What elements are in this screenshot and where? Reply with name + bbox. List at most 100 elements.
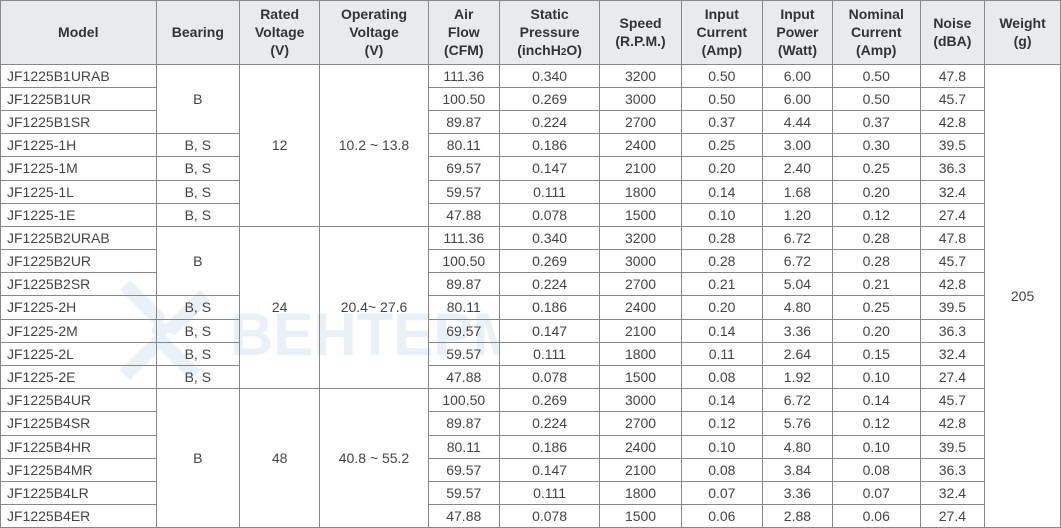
cell-in_cur: 0.50 <box>681 64 762 87</box>
cell-airflow: 80.11 <box>428 134 499 157</box>
cell-noise: 36.3 <box>920 157 984 180</box>
cell-model: JF1225B4ER <box>1 505 157 528</box>
header-row: Model Bearing RatedVoltage(V) OperatingV… <box>1 1 1061 65</box>
table-row: JF1225-1EB, S47.880.07815000.101.200.122… <box>1 203 1061 226</box>
cell-noise: 45.7 <box>920 250 984 273</box>
cell-bearing: B, S <box>156 342 240 365</box>
cell-nom_cur: 0.21 <box>832 273 920 296</box>
cell-in_cur: 0.10 <box>681 435 762 458</box>
cell-model: JF1225B4HR <box>1 435 157 458</box>
col-static-pressure: StaticPressure(inchH2O) <box>499 1 600 65</box>
cell-in_cur: 0.14 <box>681 180 762 203</box>
cell-airflow: 47.88 <box>428 505 499 528</box>
cell-noise: 45.7 <box>920 87 984 110</box>
cell-in_pow: 2.64 <box>763 342 833 365</box>
table-row: JF1225B4URB4840.8 ~ 55.2100.500.26930000… <box>1 389 1061 412</box>
cell-in_cur: 0.12 <box>681 412 762 435</box>
cell-static: 0.269 <box>499 250 600 273</box>
cell-nom_cur: 0.25 <box>832 157 920 180</box>
cell-speed: 1800 <box>600 180 681 203</box>
cell-in_cur: 0.20 <box>681 157 762 180</box>
cell-speed: 2700 <box>600 412 681 435</box>
cell-speed: 3200 <box>600 64 681 87</box>
cell-static: 0.340 <box>499 226 600 249</box>
cell-airflow: 69.57 <box>428 157 499 180</box>
cell-in_pow: 2.88 <box>763 505 833 528</box>
cell-noise: 36.3 <box>920 319 984 342</box>
cell-speed: 1500 <box>600 366 681 389</box>
cell-static: 0.269 <box>499 389 600 412</box>
cell-static: 0.111 <box>499 481 600 504</box>
cell-model: JF1225B4SR <box>1 412 157 435</box>
cell-rated-voltage: 24 <box>240 226 320 388</box>
cell-static: 0.224 <box>499 273 600 296</box>
cell-in_pow: 4.80 <box>763 435 833 458</box>
cell-in_cur: 0.25 <box>681 134 762 157</box>
cell-model: JF1225B4MR <box>1 458 157 481</box>
cell-bearing: B, S <box>156 157 240 180</box>
cell-model: JF1225-2L <box>1 342 157 365</box>
cell-model: JF1225B1UR <box>1 87 157 110</box>
cell-static: 0.111 <box>499 180 600 203</box>
cell-bearing: B, S <box>156 134 240 157</box>
cell-in_cur: 0.50 <box>681 87 762 110</box>
cell-in_pow: 6.00 <box>763 87 833 110</box>
cell-model: JF1225B4LR <box>1 481 157 504</box>
cell-bearing: B, S <box>156 203 240 226</box>
cell-rated-voltage: 12 <box>240 64 320 226</box>
cell-nom_cur: 0.50 <box>832 87 920 110</box>
cell-airflow: 47.88 <box>428 366 499 389</box>
cell-speed: 3000 <box>600 87 681 110</box>
cell-noise: 27.4 <box>920 203 984 226</box>
cell-in_pow: 1.20 <box>763 203 833 226</box>
cell-nom_cur: 0.12 <box>832 412 920 435</box>
col-air-flow: AirFlow(CFM) <box>428 1 499 65</box>
cell-in_pow: 6.72 <box>763 250 833 273</box>
cell-nom_cur: 0.10 <box>832 435 920 458</box>
col-bearing: Bearing <box>156 1 240 65</box>
cell-nom_cur: 0.08 <box>832 458 920 481</box>
cell-in_pow: 6.72 <box>763 389 833 412</box>
cell-in_pow: 6.00 <box>763 64 833 87</box>
cell-static: 0.224 <box>499 110 600 133</box>
col-input-power: InputPower(Watt) <box>763 1 833 65</box>
cell-model: JF1225-2M <box>1 319 157 342</box>
cell-in_cur: 0.14 <box>681 389 762 412</box>
cell-noise: 47.8 <box>920 64 984 87</box>
cell-speed: 3000 <box>600 389 681 412</box>
cell-airflow: 59.57 <box>428 180 499 203</box>
cell-noise: 32.4 <box>920 342 984 365</box>
cell-speed: 2700 <box>600 110 681 133</box>
table-row: JF1225-2MB, S69.570.14721000.143.360.203… <box>1 319 1061 342</box>
cell-model: JF1225B2SR <box>1 273 157 296</box>
cell-nom_cur: 0.30 <box>832 134 920 157</box>
cell-noise: 42.8 <box>920 412 984 435</box>
cell-model: JF1225B4UR <box>1 389 157 412</box>
cell-noise: 27.4 <box>920 366 984 389</box>
cell-airflow: 111.36 <box>428 226 499 249</box>
cell-operating-voltage: 20.4~ 27.6 <box>320 226 429 388</box>
cell-speed: 2100 <box>600 458 681 481</box>
cell-model: JF1225-2H <box>1 296 157 319</box>
cell-bearing: B, S <box>156 319 240 342</box>
col-operating-voltage: OperatingVoltage(V) <box>320 1 429 65</box>
cell-static: 0.078 <box>499 366 600 389</box>
cell-in_cur: 0.07 <box>681 481 762 504</box>
cell-static: 0.111 <box>499 342 600 365</box>
cell-in_pow: 1.68 <box>763 180 833 203</box>
cell-rated-voltage: 48 <box>240 389 320 528</box>
cell-model: JF1225-1M <box>1 157 157 180</box>
col-nominal-current: NominalCurrent(Amp) <box>832 1 920 65</box>
cell-in_pow: 1.92 <box>763 366 833 389</box>
cell-static: 0.186 <box>499 134 600 157</box>
cell-airflow: 89.87 <box>428 110 499 133</box>
cell-airflow: 89.87 <box>428 412 499 435</box>
cell-static: 0.147 <box>499 157 600 180</box>
cell-in_cur: 0.14 <box>681 319 762 342</box>
cell-bearing: B, S <box>156 296 240 319</box>
cell-static: 0.078 <box>499 203 600 226</box>
cell-in_cur: 0.28 <box>681 250 762 273</box>
cell-noise: 32.4 <box>920 481 984 504</box>
cell-nom_cur: 0.15 <box>832 342 920 365</box>
cell-model: JF1225B1SR <box>1 110 157 133</box>
